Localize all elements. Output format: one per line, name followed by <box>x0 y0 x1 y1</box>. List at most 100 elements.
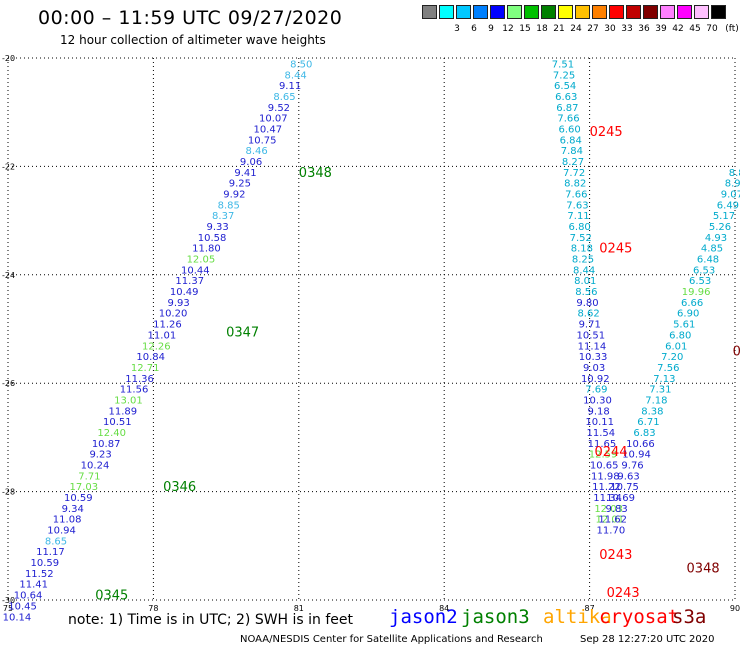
pass-time-label: 0243 <box>607 586 640 601</box>
pass-time-label: 0347 <box>226 326 259 341</box>
wave-height-value: 6.48 <box>697 255 719 266</box>
color-scale-label: 42 <box>672 24 684 34</box>
color-scale-unit: (ft) <box>725 24 739 34</box>
wave-height-value: 7.11 <box>567 211 589 222</box>
wave-height-value: 10.64 <box>14 591 43 602</box>
y-tick-label: -24 <box>2 271 15 280</box>
wave-height-value: 11.70 <box>597 526 626 537</box>
wave-height-value: 10.69 <box>606 493 635 504</box>
wave-height-value: 10.33 <box>579 352 608 363</box>
y-tick-label: -22 <box>2 162 15 171</box>
wave-height-value: 11.37 <box>175 276 204 287</box>
wave-height-value: 7.56 <box>657 363 679 374</box>
wave-height-value: 6.60 <box>558 124 580 135</box>
wave-height-value: 7.20 <box>661 352 683 363</box>
wave-height-value: 10.11 <box>585 417 614 428</box>
wave-height-value: 10.65 <box>590 461 619 472</box>
color-swatch <box>677 5 692 19</box>
wave-height-value: 9.33 <box>206 222 228 233</box>
wave-height-value: 4.85 <box>701 244 723 255</box>
wave-height-value: 11.41 <box>19 580 48 591</box>
x-tick-label: 84 <box>439 604 449 613</box>
color-swatch <box>660 5 675 19</box>
x-tick-label: 75 <box>3 604 13 613</box>
color-swatch <box>609 5 624 19</box>
color-scale-label: 39 <box>655 24 667 34</box>
color-scale-label: 6 <box>471 24 477 34</box>
wave-height-value: 10.75 <box>610 482 639 493</box>
wave-height-value: 7.69 <box>585 385 607 396</box>
wave-height-value: 6.84 <box>560 135 582 146</box>
wave-height-value: 10.45 <box>8 601 37 612</box>
wave-height-value: 11.34 <box>593 493 622 504</box>
pass-time-label: 0348 <box>299 166 332 181</box>
wave-height-value: 8.38 <box>641 406 663 417</box>
wave-height-value: 11.98 <box>591 471 620 482</box>
wave-height-value: 11.08 <box>53 515 82 526</box>
wave-height-value: 7.52 <box>570 233 592 244</box>
wave-height-value: 6.83 <box>633 428 655 439</box>
wave-height-value: 11.01 <box>148 330 177 341</box>
wave-height-value: 8.56 <box>575 287 597 298</box>
wave-height-value: 7.18 <box>645 395 667 406</box>
pass-time-label: 0244 <box>594 445 627 460</box>
color-scale-label: 45 <box>689 24 701 34</box>
satellite-label-jason2: jason2 <box>389 606 458 628</box>
wave-height-value: 8.82 <box>729 168 740 179</box>
wave-height-value: 10.59 <box>31 558 60 569</box>
wave-height-value: 8.01 <box>574 276 596 287</box>
color-scale-label: 24 <box>570 24 582 34</box>
pass-time-label: 0245 <box>599 242 632 257</box>
wave-height-value: 12.40 <box>97 428 126 439</box>
wave-height-value: 12.01 <box>595 515 624 526</box>
wave-height-value: 8.85 <box>218 200 240 211</box>
pass-time-label: 0243 <box>599 548 632 563</box>
pass-time-label: 0245 <box>590 125 623 140</box>
wave-height-value: 10.75 <box>248 135 277 146</box>
wave-height-value: 8.18 <box>571 244 593 255</box>
wave-height-value: 6.53 <box>693 265 715 276</box>
wave-height-value: 6.49 <box>717 200 739 211</box>
color-scale-label: 21 <box>553 24 565 34</box>
wave-height-value: 10.58 <box>198 233 227 244</box>
wave-height-value: 7.66 <box>557 114 579 125</box>
axis-tick-labels: 75 78 81 84 87 90 -20 -22 -24 -26 -28 -30 <box>2 54 740 613</box>
color-swatch <box>592 5 607 19</box>
wave-height-value: 19.96 <box>682 287 711 298</box>
wave-height-value: 10.84 <box>136 352 165 363</box>
wave-height-value: 8.44 <box>573 265 595 276</box>
color-swatch <box>422 5 437 19</box>
wave-height-value: 11.62 <box>598 515 627 526</box>
wave-height-value: 9.92 <box>223 190 245 201</box>
wave-height-value: 8.93 <box>725 179 740 190</box>
color-scale-label: 70 <box>706 24 718 34</box>
color-swatch <box>694 5 709 19</box>
pass-time-label: 0348 <box>687 561 720 576</box>
wave-height-value: 10.66 <box>626 439 655 450</box>
wave-height-value: 8.37 <box>212 211 234 222</box>
wave-height-value: 9.63 <box>617 471 639 482</box>
wave-height-value: 7.66 <box>565 190 587 201</box>
color-swatch <box>490 5 505 19</box>
color-scale-label: 12 <box>502 24 514 34</box>
wave-height-value: 8.25 <box>572 255 594 266</box>
wave-height-value: 8.62 <box>577 309 599 320</box>
color-scale-label: 33 <box>621 24 633 34</box>
wave-height-value: 5.61 <box>673 320 695 331</box>
y-tick-label: -30 <box>2 596 15 605</box>
wave-height-value: 7.63 <box>566 200 588 211</box>
wave-height-value: 5.17 <box>713 211 735 222</box>
wave-height-value: 7.84 <box>561 146 583 157</box>
wave-height-value: 9.83 <box>606 504 628 515</box>
satellite-label-jason3: jason3 <box>461 606 530 628</box>
pass-time-label: 0 <box>733 345 740 360</box>
wave-height-value: 9.76 <box>621 461 643 472</box>
wave-height-value: 10.47 <box>253 124 282 135</box>
x-tick-label: 87 <box>585 604 595 613</box>
wave-height-value: 4.93 <box>705 233 727 244</box>
wave-height-value: 11.65 <box>588 439 617 450</box>
wave-height-value: 10.94 <box>622 450 651 461</box>
x-tick-label: 78 <box>148 604 158 613</box>
y-tick-label: -26 <box>2 379 15 388</box>
